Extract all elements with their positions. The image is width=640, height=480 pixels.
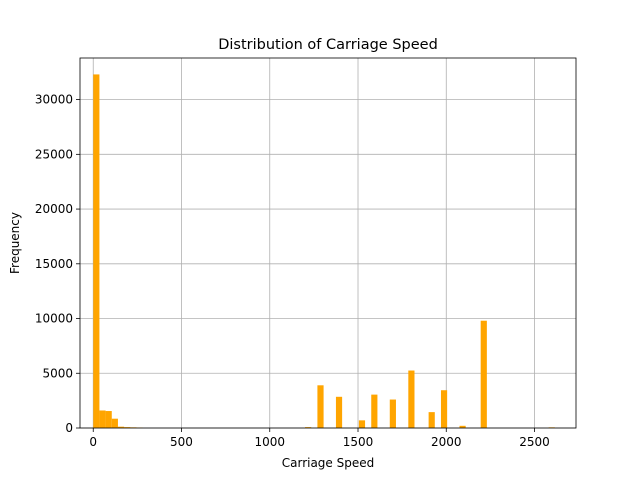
y-axis-label: Frequency (8, 212, 22, 274)
histogram-bar-15 (428, 412, 435, 428)
x-tick-label-0: 0 (89, 435, 97, 449)
histogram-bar-18 (480, 320, 487, 428)
bars (93, 74, 555, 429)
histogram-bar-14 (408, 370, 415, 428)
histogram-bar-0 (93, 74, 100, 429)
histogram-bar-17 (459, 425, 466, 428)
histogram-bar-12 (371, 394, 378, 428)
histogram-bar-8 (305, 427, 312, 428)
y-tick-label-4: 20000 (35, 202, 73, 216)
x-axis-label: Carriage Speed (282, 456, 375, 470)
grid-lines (80, 58, 576, 429)
x-tick-label-1: 500 (170, 435, 193, 449)
chart-title: Distribution of Carriage Speed (218, 37, 438, 53)
y-tick-label-6: 30000 (35, 93, 73, 107)
y-tick-label-1: 5000 (42, 366, 73, 380)
x-tick-label-3: 1500 (343, 435, 374, 449)
y-tick-label-2: 10000 (35, 312, 73, 326)
y-tick-label-3: 15000 (35, 257, 73, 271)
y-tick-label-0: 0 (65, 421, 73, 435)
histogram-bar-10 (335, 396, 343, 428)
x-tick-label-2: 1000 (254, 435, 285, 449)
histogram-bar-11 (358, 420, 366, 428)
histogram-bar-16 (440, 390, 448, 428)
histogram-bar-4 (117, 426, 125, 428)
plot-frame (79, 57, 577, 429)
y-axis-ticks: 0 5000 10000 15000 20000 25000 30000 (35, 93, 80, 435)
histogram-bar-3 (111, 418, 118, 428)
y-tick-label-5: 25000 (35, 147, 73, 161)
x-tick-label-4: 2000 (431, 435, 462, 449)
histogram-bar-5 (124, 427, 131, 428)
histogram-bar-1 (99, 410, 106, 428)
histogram-bar-9 (317, 385, 324, 428)
x-axis-ticks: 0 500 1000 1500 2000 2500 (89, 428, 550, 449)
x-tick-label-5: 2500 (519, 435, 550, 449)
histogram-bar-13 (389, 399, 396, 428)
histogram-bar-2 (105, 411, 112, 428)
